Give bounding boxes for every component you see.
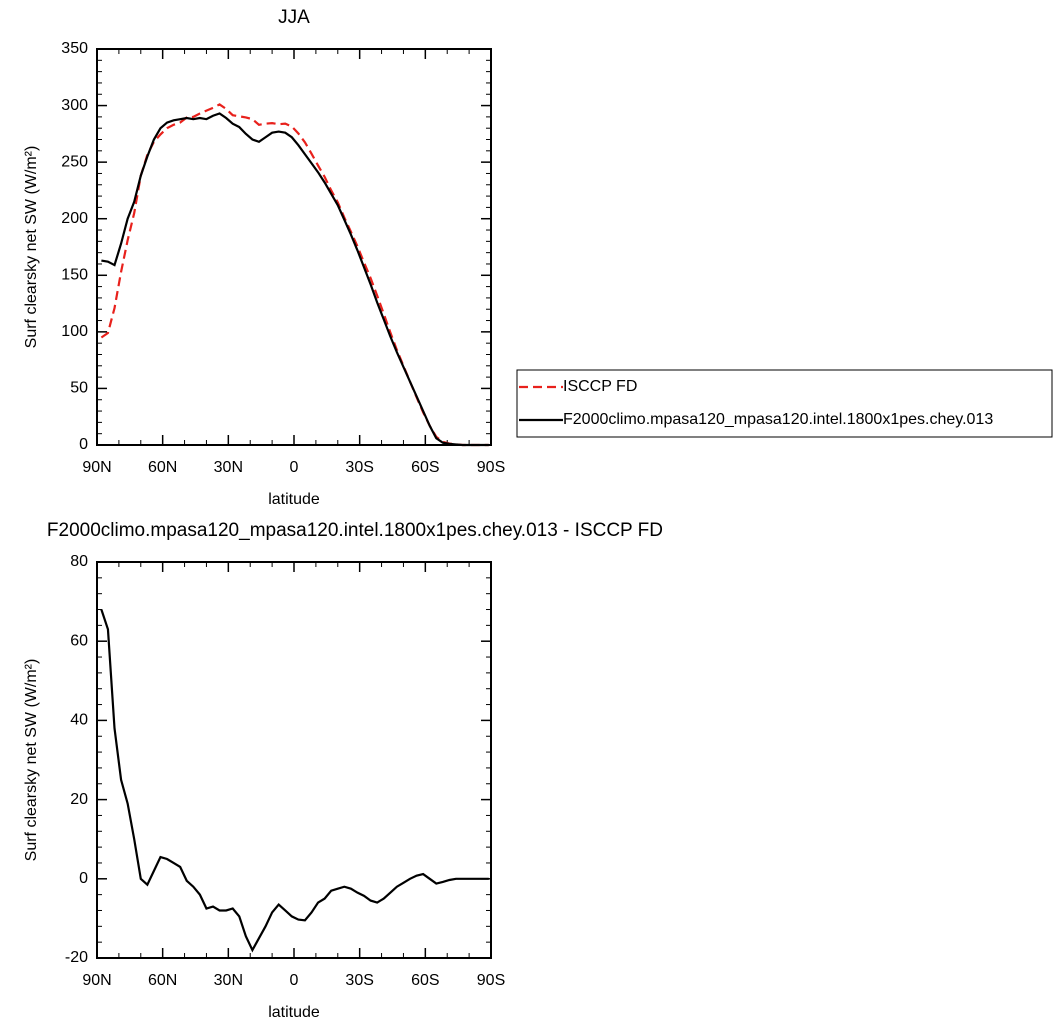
y-tick-label: 350: [61, 40, 88, 57]
x-tick-label: 0: [290, 459, 299, 476]
legend-label: ISCCP FD: [563, 378, 637, 395]
y-tick-label: -20: [65, 949, 88, 966]
x-tick-label: 30S: [345, 459, 373, 476]
legend-label: F2000climo.mpasa120_mpasa120.intel.1800x…: [563, 411, 993, 428]
y-tick-label: 150: [61, 267, 88, 284]
x-tick-label: 0: [290, 972, 299, 989]
chart-title: JJA: [278, 7, 310, 28]
x-axis-label: latitude: [268, 491, 320, 508]
x-tick-label: 30N: [214, 972, 243, 989]
x-tick-label: 60S: [411, 459, 439, 476]
legend-box: [516, 369, 1053, 438]
x-tick-label: 90S: [477, 459, 505, 476]
y-tick-label: 50: [70, 380, 88, 397]
x-tick-label: 30S: [345, 972, 373, 989]
y-tick-label: 80: [70, 553, 88, 570]
y-tick-label: 200: [61, 210, 88, 227]
y-tick-label: 60: [70, 632, 88, 649]
data-line: [101, 112, 489, 447]
x-tick-label: 90N: [82, 972, 111, 989]
y-tick-label: 100: [61, 323, 88, 340]
x-tick-label: 60N: [148, 459, 177, 476]
x-tick-label: 30N: [214, 459, 243, 476]
data-line: [100, 103, 489, 447]
x-tick-label: 60N: [148, 972, 177, 989]
plot-frame: [96, 561, 492, 959]
y-tick-label: 0: [79, 436, 88, 453]
plot-frame: [96, 48, 492, 446]
x-tick-label: 90N: [82, 459, 111, 476]
y-tick-label: 250: [61, 153, 88, 170]
y-tick-label: 0: [79, 870, 88, 887]
x-axis-label: latitude: [268, 1004, 320, 1021]
y-tick-label: 20: [70, 791, 88, 808]
chart-title: F2000climo.mpasa120_mpasa120.intel.1800x…: [47, 520, 663, 541]
y-tick-label: 300: [61, 97, 88, 114]
x-tick-label: 60S: [411, 972, 439, 989]
y-axis-label: Surf clearsky net SW (W/m²): [23, 146, 40, 349]
x-tick-label: 90S: [477, 972, 505, 989]
data-line: [100, 609, 489, 953]
y-tick-label: 40: [70, 712, 88, 729]
y-axis-label: Surf clearsky net SW (W/m²): [23, 659, 40, 862]
